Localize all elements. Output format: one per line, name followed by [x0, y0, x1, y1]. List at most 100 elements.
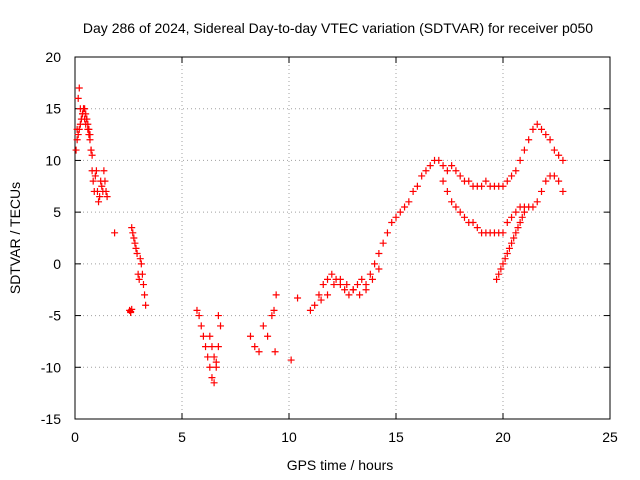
data-point — [87, 146, 95, 154]
data-point — [111, 229, 119, 237]
data-point — [555, 177, 563, 185]
data-point — [345, 291, 353, 299]
data-point — [473, 224, 481, 232]
data-point — [195, 312, 203, 320]
data-point — [210, 379, 218, 387]
data-point — [439, 177, 447, 185]
y-axis-label: SDTVAR / TECUs — [7, 182, 23, 294]
data-point — [84, 120, 92, 128]
data-point — [208, 343, 216, 351]
x-axis-label: GPS time / hours — [287, 457, 394, 473]
data-point — [516, 156, 524, 164]
data-point — [74, 131, 82, 139]
data-point — [533, 120, 541, 128]
data-point — [456, 172, 464, 180]
data-point — [85, 125, 93, 133]
data-point — [100, 167, 108, 175]
data-point — [497, 265, 505, 273]
data-point — [96, 193, 104, 201]
y-tick-label-2: -5 — [49, 308, 62, 324]
data-point — [133, 250, 141, 258]
data-point — [311, 301, 319, 309]
data-point — [396, 208, 404, 216]
data-point — [336, 275, 344, 283]
data-point — [128, 305, 136, 313]
data-point — [542, 131, 550, 139]
data-point — [379, 239, 387, 247]
data-point — [559, 156, 567, 164]
data-point — [452, 203, 460, 211]
data-point — [538, 125, 546, 133]
data-point — [503, 177, 511, 185]
data-point — [516, 218, 524, 226]
data-point — [448, 162, 456, 170]
data-point — [383, 229, 391, 237]
data-point — [136, 255, 144, 263]
data-point — [214, 312, 222, 320]
data-point — [264, 332, 272, 340]
data-point — [478, 182, 486, 190]
data-point — [525, 136, 533, 144]
data-point — [493, 275, 501, 283]
data-point — [499, 182, 507, 190]
data-point — [546, 136, 554, 144]
data-point — [271, 348, 279, 356]
data-point — [375, 250, 383, 258]
data-point — [197, 322, 205, 330]
data-point — [499, 260, 507, 268]
data-point — [443, 167, 451, 175]
data-point — [130, 234, 138, 242]
data-point — [131, 239, 139, 247]
data-point — [324, 275, 332, 283]
data-point — [86, 131, 94, 139]
data-point — [132, 244, 140, 252]
data-point — [401, 203, 409, 211]
data-point — [270, 306, 278, 314]
data-point — [510, 234, 518, 242]
data-point — [435, 156, 443, 164]
data-point — [503, 218, 511, 226]
data-point — [102, 187, 110, 195]
data-point — [138, 270, 146, 278]
data-point — [518, 213, 526, 221]
data-point — [315, 291, 323, 299]
data-point — [103, 193, 111, 201]
data-point — [439, 162, 447, 170]
data-point — [135, 275, 143, 283]
data-point — [255, 348, 263, 356]
y-tick-label-1: -10 — [41, 359, 61, 375]
x-tick-label-4: 20 — [495, 429, 511, 445]
data-point — [443, 187, 451, 195]
data-point — [460, 213, 468, 221]
data-points — [72, 84, 567, 387]
data-point — [259, 322, 267, 330]
data-point — [251, 343, 259, 351]
plot-frame — [74, 56, 611, 420]
axis-ticks: 0 5 10 15 20 25 -15 -10 -5 0 5 10 15 20 — [41, 49, 618, 445]
data-point — [75, 84, 83, 92]
chart-title: Day 286 of 2024, Sidereal Day-to-day VTE… — [83, 20, 593, 36]
data-point — [268, 312, 276, 320]
y-tick-label-6: 15 — [45, 101, 61, 117]
data-point — [139, 281, 147, 289]
data-point — [508, 172, 516, 180]
data-point — [204, 353, 212, 361]
data-point — [405, 198, 413, 206]
data-point — [426, 162, 434, 170]
data-point — [98, 182, 106, 190]
data-point — [349, 286, 357, 294]
data-point — [317, 296, 325, 304]
data-point — [92, 167, 100, 175]
data-point — [550, 172, 558, 180]
data-point — [101, 177, 109, 185]
data-point — [538, 187, 546, 195]
data-point — [206, 332, 214, 340]
data-point — [193, 306, 201, 314]
data-point — [371, 260, 379, 268]
data-point — [83, 115, 91, 123]
data-point — [503, 250, 511, 258]
data-point — [358, 275, 366, 283]
y-tick-label-5: 10 — [45, 152, 61, 168]
data-point — [529, 125, 537, 133]
data-point — [505, 244, 513, 252]
